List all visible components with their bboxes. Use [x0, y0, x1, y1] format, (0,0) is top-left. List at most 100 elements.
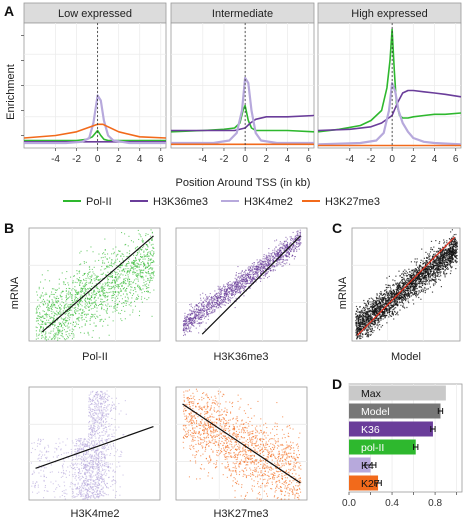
scatter-point — [101, 301, 103, 303]
scatter-point — [206, 297, 208, 299]
scatter-point — [91, 429, 93, 431]
scatter-point — [212, 300, 214, 302]
scatter-point — [125, 289, 127, 291]
scatter-point — [213, 300, 215, 302]
scatter-point — [212, 310, 214, 312]
scatter-point — [72, 490, 74, 492]
scatter-point — [205, 448, 207, 450]
scatter-point — [80, 490, 82, 492]
scatter-point — [224, 298, 226, 300]
scatter-point — [83, 318, 85, 320]
scatter-point — [42, 304, 44, 306]
scatter-point — [229, 283, 231, 285]
scatter-point — [74, 311, 76, 313]
scatter-point — [96, 473, 98, 475]
scatter-point — [92, 470, 94, 472]
scatter-point — [72, 294, 74, 296]
scatter-point — [91, 430, 93, 432]
scatter-point — [90, 316, 92, 318]
scatter-point — [40, 332, 42, 334]
scatter-point — [114, 304, 116, 306]
scatter-point — [213, 304, 215, 306]
scatter-point — [101, 415, 103, 417]
scatter-point — [117, 273, 119, 275]
scatter-point — [43, 311, 45, 313]
scatter-point — [52, 305, 54, 307]
scatter-point — [98, 437, 100, 439]
x-tick-label: -4 — [198, 154, 207, 165]
scatter-point — [294, 247, 296, 249]
scatter-point — [106, 277, 108, 279]
scatter-point — [262, 264, 264, 266]
scatter-point — [81, 326, 83, 328]
scatter-point — [145, 271, 147, 273]
scatter-point — [219, 297, 221, 299]
scatter-point — [89, 496, 91, 498]
scatter-point — [148, 240, 150, 242]
scatter-point — [98, 406, 100, 408]
scatter-point — [92, 294, 94, 296]
scatter-point — [47, 304, 49, 306]
scatter-point — [68, 319, 70, 321]
scatter-point — [61, 298, 63, 300]
scatter-point — [62, 311, 64, 313]
scatter-point — [209, 309, 211, 311]
scatter-point — [195, 327, 197, 329]
scatter-point — [269, 255, 271, 257]
scatter-point — [196, 311, 198, 313]
scatter-point — [131, 262, 133, 264]
scatter-point — [104, 401, 106, 403]
scatter-point — [80, 297, 82, 299]
scatter-point — [243, 437, 245, 439]
scatter-point — [228, 422, 230, 424]
scatter-point — [89, 444, 91, 446]
scatter-point — [268, 260, 270, 262]
scatter-point — [196, 422, 198, 424]
scatter-point — [142, 258, 144, 260]
scatter-point — [104, 484, 106, 486]
scatter-point — [60, 448, 62, 450]
scatter-point — [216, 302, 218, 304]
scatter-point — [152, 260, 154, 262]
scatter-point — [210, 435, 212, 437]
scatter-point — [77, 477, 79, 479]
scatter-point — [74, 294, 76, 296]
scatter-point — [93, 445, 95, 447]
scatter-point — [85, 284, 87, 286]
scatter-point — [127, 274, 129, 276]
scatter-point — [89, 488, 91, 490]
scatter-point — [138, 296, 140, 298]
scatter-point — [63, 329, 65, 331]
scatter-point — [42, 310, 44, 312]
scatter-point — [148, 264, 150, 266]
scatter-point — [230, 286, 232, 288]
scatter-point — [65, 320, 67, 322]
scatter-point — [152, 267, 154, 269]
scatter-point — [101, 474, 103, 476]
scatter-point — [85, 494, 87, 496]
scatter-point — [116, 274, 118, 276]
scatter-point — [228, 298, 230, 300]
scatter-point — [79, 277, 81, 279]
scatter-point — [288, 252, 290, 254]
scatter-point — [87, 453, 89, 455]
scatter-point — [108, 282, 110, 284]
scatter-point — [276, 252, 278, 254]
scatter-point — [125, 413, 127, 415]
scatter-point — [152, 277, 154, 279]
scatter-point — [243, 287, 245, 289]
scatter-point — [235, 456, 237, 458]
scatter-point — [89, 463, 91, 465]
scatter-point — [99, 395, 101, 397]
scatter-point — [219, 303, 221, 305]
scatter-point — [95, 463, 97, 465]
scatter-point — [286, 240, 288, 242]
scatter-point — [72, 324, 74, 326]
scatter-point — [35, 326, 37, 328]
scatter-point — [183, 329, 185, 331]
scatter-point — [263, 431, 265, 433]
scatter-point — [206, 395, 208, 397]
scatter-point — [137, 252, 139, 254]
scatter-point — [63, 452, 65, 454]
scatter-point — [88, 469, 90, 471]
